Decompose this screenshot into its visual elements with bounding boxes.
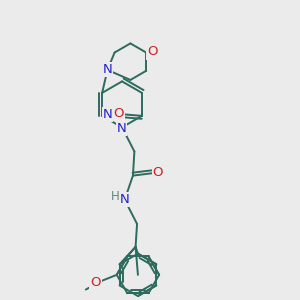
Text: N: N — [117, 122, 126, 135]
Text: O: O — [153, 166, 163, 179]
Text: O: O — [90, 276, 101, 289]
Text: N: N — [120, 193, 130, 206]
Text: O: O — [147, 45, 158, 58]
Text: O: O — [113, 107, 124, 120]
Text: N: N — [103, 63, 112, 76]
Text: H: H — [111, 190, 120, 203]
Text: N: N — [103, 108, 112, 121]
